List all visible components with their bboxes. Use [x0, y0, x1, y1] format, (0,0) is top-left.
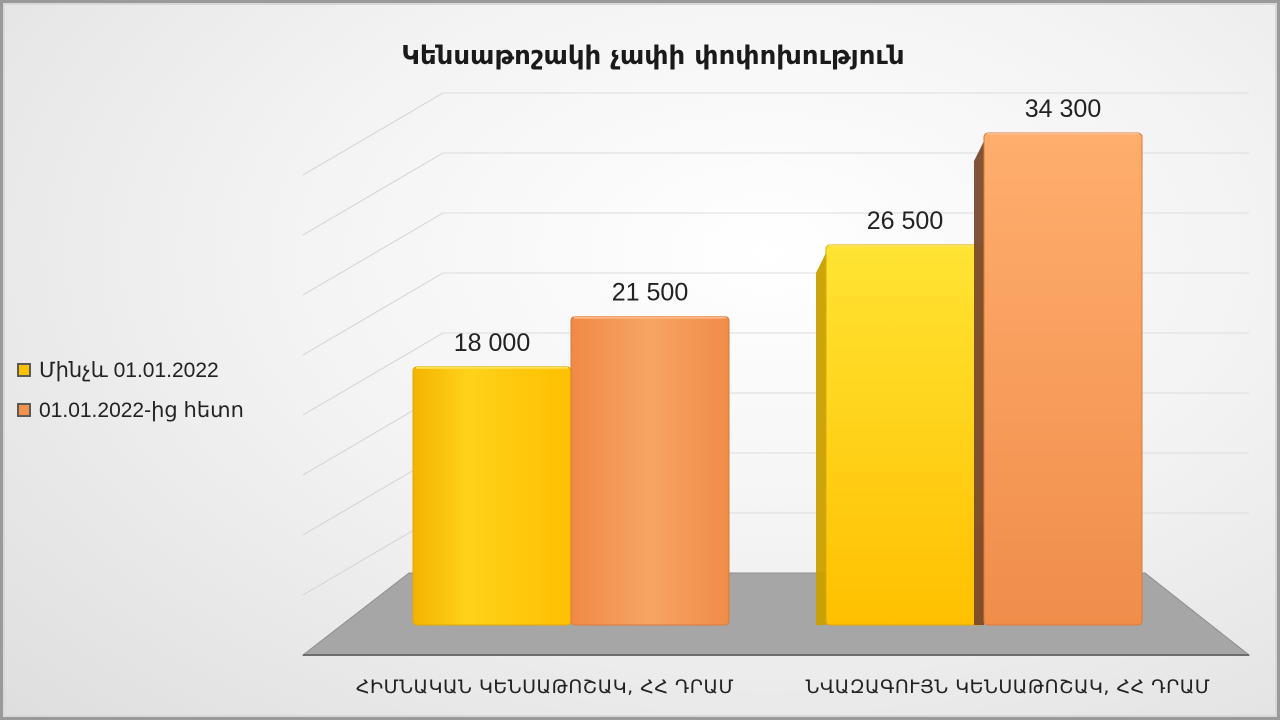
bars-layer: [412, 132, 1143, 626]
bar-2-2: [974, 132, 1143, 626]
value-label-2-2: 34 300: [1025, 95, 1101, 123]
legend-label-series-1: Մինչև 01.01.2022: [39, 358, 219, 382]
legend: Մինչև 01.01.2022 01.01.2022-ից հետո: [17, 350, 244, 430]
bar-side: [974, 141, 984, 625]
bar-front: [570, 316, 730, 626]
bar-front: [825, 244, 985, 626]
gridline: [302, 92, 1249, 176]
category-label-1: ՀԻՄՆԱԿԱՆ ԿԵՆՍԱԹՈՇԱԿ, ՀՀ ԴՐԱՄ: [355, 676, 735, 698]
legend-label-series-2: 01.01.2022-ից հետո: [39, 398, 244, 422]
legend-item-series-1: Մինչև 01.01.2022: [17, 350, 244, 390]
bar-1-1: [412, 366, 572, 626]
bar-front: [412, 366, 572, 626]
chart-plot: 18 000 21 500 26 500 34 300: [301, 92, 1251, 656]
category-label-2: ՆՎԱԶԱԳՈՒՅՆ ԿԵՆՍԱԹՈՇԱԿ, ՀՀ ԴՐԱՄ: [805, 676, 1211, 698]
value-label-1-1: 18 000: [454, 329, 530, 357]
bar-2-1: [570, 316, 730, 626]
legend-swatch-series-2: [17, 403, 31, 417]
bar-1-2: [816, 244, 985, 626]
value-label-1-2: 26 500: [867, 207, 943, 235]
bar-front: [983, 132, 1143, 626]
value-label-2-1: 21 500: [612, 279, 688, 307]
chart-title: Կենսաթոշակի չափի փոփոխություն: [401, 41, 905, 71]
bar-side: [816, 252, 826, 626]
legend-item-series-2: 01.01.2022-ից հետո: [17, 390, 244, 430]
labels-layer: 18 000 21 500 26 500 34 300: [454, 95, 1101, 357]
legend-swatch-series-1: [17, 363, 31, 377]
